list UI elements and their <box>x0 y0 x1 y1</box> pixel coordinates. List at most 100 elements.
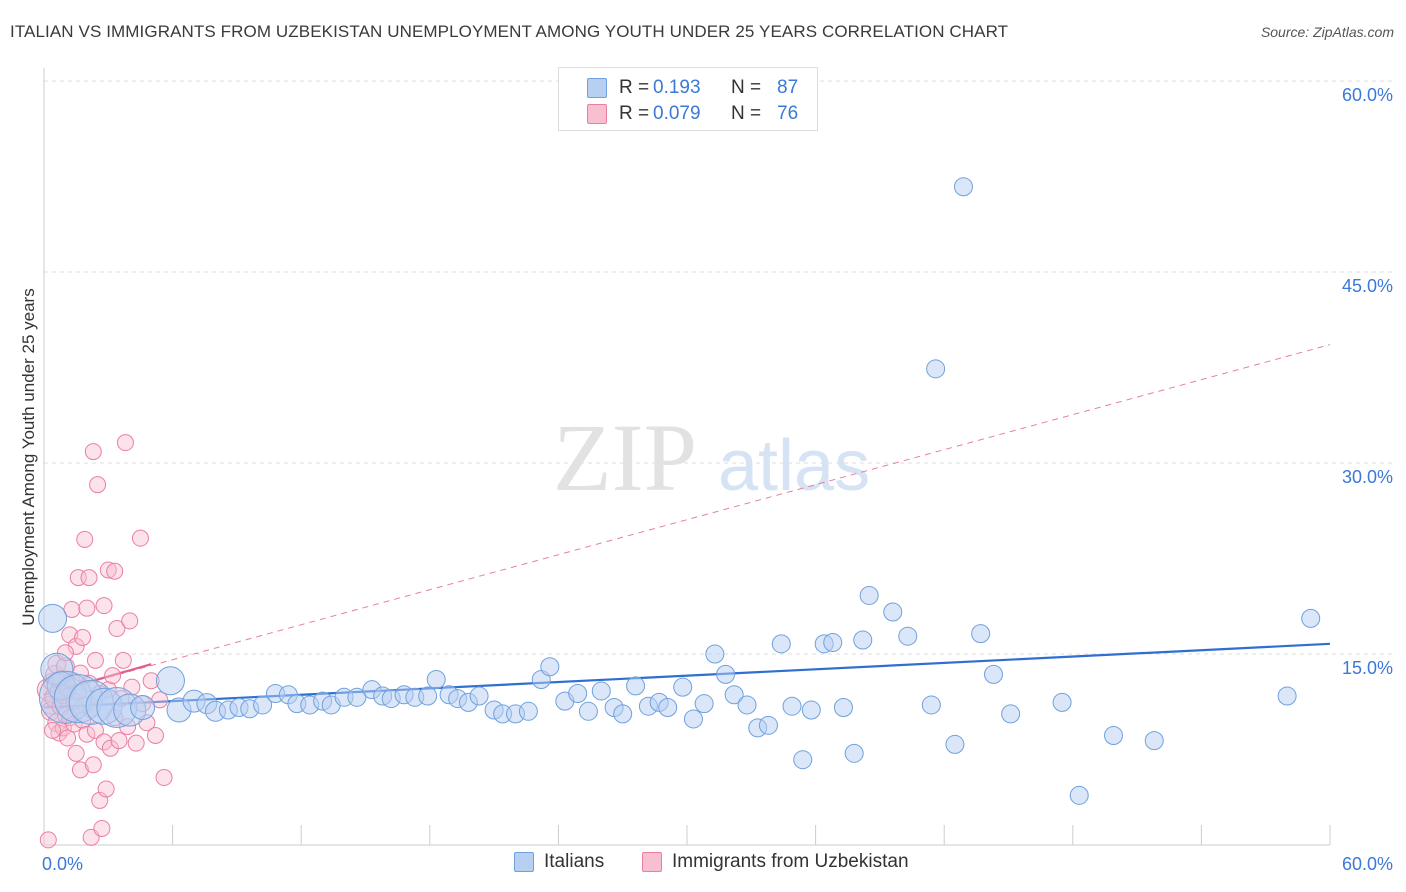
data-point-uzbekistan <box>44 721 62 739</box>
data-point-uzbekistan <box>39 831 57 849</box>
data-point-italians <box>1001 704 1021 724</box>
data-point-italians <box>1104 726 1124 746</box>
data-point-uzbekistan <box>106 562 124 580</box>
data-point-uzbekistan <box>89 476 107 494</box>
data-point-italians <box>853 630 873 650</box>
data-point-italians <box>782 696 802 716</box>
legend-r-label: R = <box>619 103 650 124</box>
trend-line-italians <box>43 642 1331 709</box>
data-point-italians <box>1277 686 1297 706</box>
data-point-uzbekistan <box>127 734 145 752</box>
data-point-italians <box>724 685 744 705</box>
data-point-italians <box>737 695 757 715</box>
legend-swatch-italians <box>514 852 534 872</box>
data-point-italians <box>833 697 853 717</box>
data-point-italians <box>971 624 991 644</box>
legend-item-italians[interactable]: Italians <box>514 851 604 873</box>
data-point-uzbekistan <box>131 529 149 547</box>
data-point-italians <box>683 709 703 729</box>
data-point-uzbekistan <box>93 819 111 837</box>
data-point-italians <box>771 634 791 654</box>
series-legend: Italians Immigrants from Uzbekistan <box>0 851 1406 879</box>
data-point-uzbekistan <box>104 667 122 685</box>
legend-n-value: 76 <box>777 103 799 124</box>
data-point-italians <box>898 626 918 646</box>
y-tick-labels: 15.0% 30.0% 45.0% 60.0% <box>1342 85 1393 678</box>
data-point-italians <box>253 695 273 715</box>
data-point-italians <box>658 697 678 717</box>
y-tick-label: 60.0% <box>1342 85 1393 105</box>
data-point-italians <box>626 676 646 696</box>
data-point-italians <box>926 359 946 379</box>
x-tick-label: 0.0% <box>42 854 83 874</box>
data-point-uzbekistan <box>84 756 102 774</box>
trend-lines <box>43 344 1331 709</box>
data-point-italians <box>613 704 633 724</box>
legend-swatch-uzbekistan <box>587 104 607 124</box>
data-point-italians <box>1301 608 1321 628</box>
data-point-uzbekistan <box>110 732 128 750</box>
data-point-italians <box>518 701 538 721</box>
data-point-italians <box>568 683 588 703</box>
data-point-italians <box>758 715 778 735</box>
data-point-italians <box>540 657 560 677</box>
legend-n-label: N = <box>731 103 762 124</box>
data-point-uzbekistan <box>76 530 94 548</box>
data-point-italians <box>673 677 693 697</box>
data-point-italians <box>418 686 438 706</box>
data-point-italians <box>155 666 185 696</box>
data-point-italians <box>130 694 156 720</box>
gridlines <box>44 80 1392 655</box>
series-italians-points <box>38 177 1321 805</box>
data-point-uzbekistan <box>74 628 92 646</box>
data-point-italians <box>823 633 843 653</box>
legend-label-italians: Italians <box>544 851 605 872</box>
data-point-uzbekistan <box>86 651 104 669</box>
watermark: ZIP atlas <box>553 404 870 511</box>
legend-row-uzbekistan: R = 0.079 N = 76 <box>587 102 798 126</box>
data-point-uzbekistan <box>84 443 102 461</box>
data-point-uzbekistan <box>78 599 96 617</box>
data-point-uzbekistan <box>116 434 134 452</box>
y-axis-label: Unemployment Among Youth under 25 years <box>19 288 38 625</box>
data-point-uzbekistan <box>59 729 77 747</box>
legend-n-label: N = <box>731 77 762 98</box>
watermark-atlas: atlas <box>718 426 870 506</box>
data-point-italians <box>578 701 598 721</box>
legend-swatch-italians <box>587 78 607 98</box>
legend-r-value: 0.193 <box>653 77 701 98</box>
data-point-italians <box>1144 731 1164 751</box>
trend-line-uzbekistan-dashed <box>43 344 1331 696</box>
watermark-zip: ZIP <box>553 404 697 511</box>
series-uzbekistan-points <box>36 434 173 849</box>
data-point-italians <box>921 695 941 715</box>
y-tick-label: 45.0% <box>1342 276 1393 296</box>
legend-label-uzbekistan: Immigrants from Uzbekistan <box>672 851 909 872</box>
data-point-uzbekistan <box>121 612 139 630</box>
data-point-uzbekistan <box>67 637 85 655</box>
data-point-uzbekistan <box>146 727 164 745</box>
source-credit: Source: ZipAtlas.com <box>1260 24 1394 40</box>
data-point-italians <box>591 681 611 701</box>
data-point-italians <box>38 603 68 633</box>
legend-n-value: 87 <box>777 77 799 98</box>
data-point-italians <box>1052 692 1072 712</box>
data-point-uzbekistan <box>99 561 117 579</box>
data-point-uzbekistan <box>97 780 115 798</box>
data-point-italians <box>859 585 879 605</box>
data-point-uzbekistan <box>95 597 113 615</box>
data-point-uzbekistan <box>78 725 96 743</box>
data-point-italians <box>426 669 446 689</box>
legend-item-uzbekistan[interactable]: Immigrants from Uzbekistan <box>642 851 909 873</box>
legend-r-label: R = <box>619 77 650 98</box>
data-point-italians <box>716 664 736 684</box>
data-point-italians <box>801 700 821 720</box>
data-point-uzbekistan <box>108 620 126 638</box>
legend-swatch-uzbekistan <box>642 852 662 872</box>
data-point-italians <box>1069 785 1089 805</box>
x-tick-label: 60.0% <box>1342 854 1393 874</box>
data-point-italians <box>694 694 714 714</box>
data-point-uzbekistan <box>67 744 85 762</box>
y-tick-label: 15.0% <box>1342 658 1393 678</box>
